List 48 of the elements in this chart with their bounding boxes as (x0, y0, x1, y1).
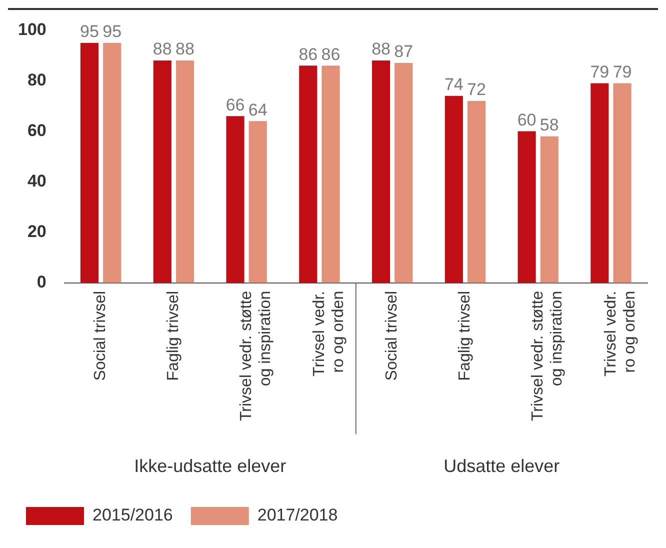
y-tick-label: 60 (27, 120, 46, 140)
x-tick-label: Social trivsel (384, 290, 401, 381)
bar (394, 63, 413, 283)
y-tick-label: 100 (18, 20, 46, 39)
bar (226, 116, 244, 283)
data-label: 64 (248, 100, 268, 120)
bar (153, 60, 172, 283)
bar (248, 121, 267, 283)
x-tick-label: Trivsel vedr. støtte og inspiration (530, 290, 566, 422)
x-tick-label: Faglig trivsel (165, 290, 182, 381)
y-tick-label: 40 (27, 172, 46, 191)
bar (613, 83, 632, 283)
data-label: 79 (590, 62, 610, 82)
data-label: 60 (517, 110, 536, 130)
text: Ikke-udsatte elever (134, 456, 286, 476)
bar (590, 83, 609, 283)
bar (467, 100, 486, 283)
bar (444, 96, 463, 283)
data-label: 87 (394, 42, 414, 62)
x-tick-label: Social trivsel (92, 290, 110, 381)
bar (103, 42, 122, 283)
data-label: 95 (102, 22, 122, 42)
bar (176, 60, 194, 283)
data-label: 79 (612, 62, 632, 82)
data-label: 88 (176, 40, 194, 59)
bar (322, 66, 340, 283)
bar (372, 60, 390, 283)
bar (299, 66, 318, 283)
data-label: 58 (540, 116, 559, 135)
x-tick-label: Faglig trivsel (456, 290, 474, 381)
legend-label: 2015/2016 (92, 506, 173, 525)
data-label: 88 (372, 40, 390, 59)
data-label: 86 (298, 44, 318, 64)
data-label: 74 (444, 75, 464, 94)
data-label: 88 (152, 40, 172, 59)
bar (540, 136, 558, 283)
data-label: 95 (80, 22, 99, 42)
data-label: 86 (321, 44, 340, 64)
y-tick-label: 20 (27, 222, 46, 242)
bar (80, 42, 99, 283)
legend-label: 2017/2018 (257, 506, 338, 525)
data-label: 66 (226, 95, 245, 114)
data-label: 72 (467, 80, 486, 100)
y-tick-label: 80 (27, 70, 46, 90)
text: Udsatte elever (444, 456, 560, 476)
y-tick-label: 0 (36, 272, 46, 292)
bar (518, 131, 536, 283)
x-tick-label: Trivsel vedr. støtte og inspiration (238, 290, 274, 422)
